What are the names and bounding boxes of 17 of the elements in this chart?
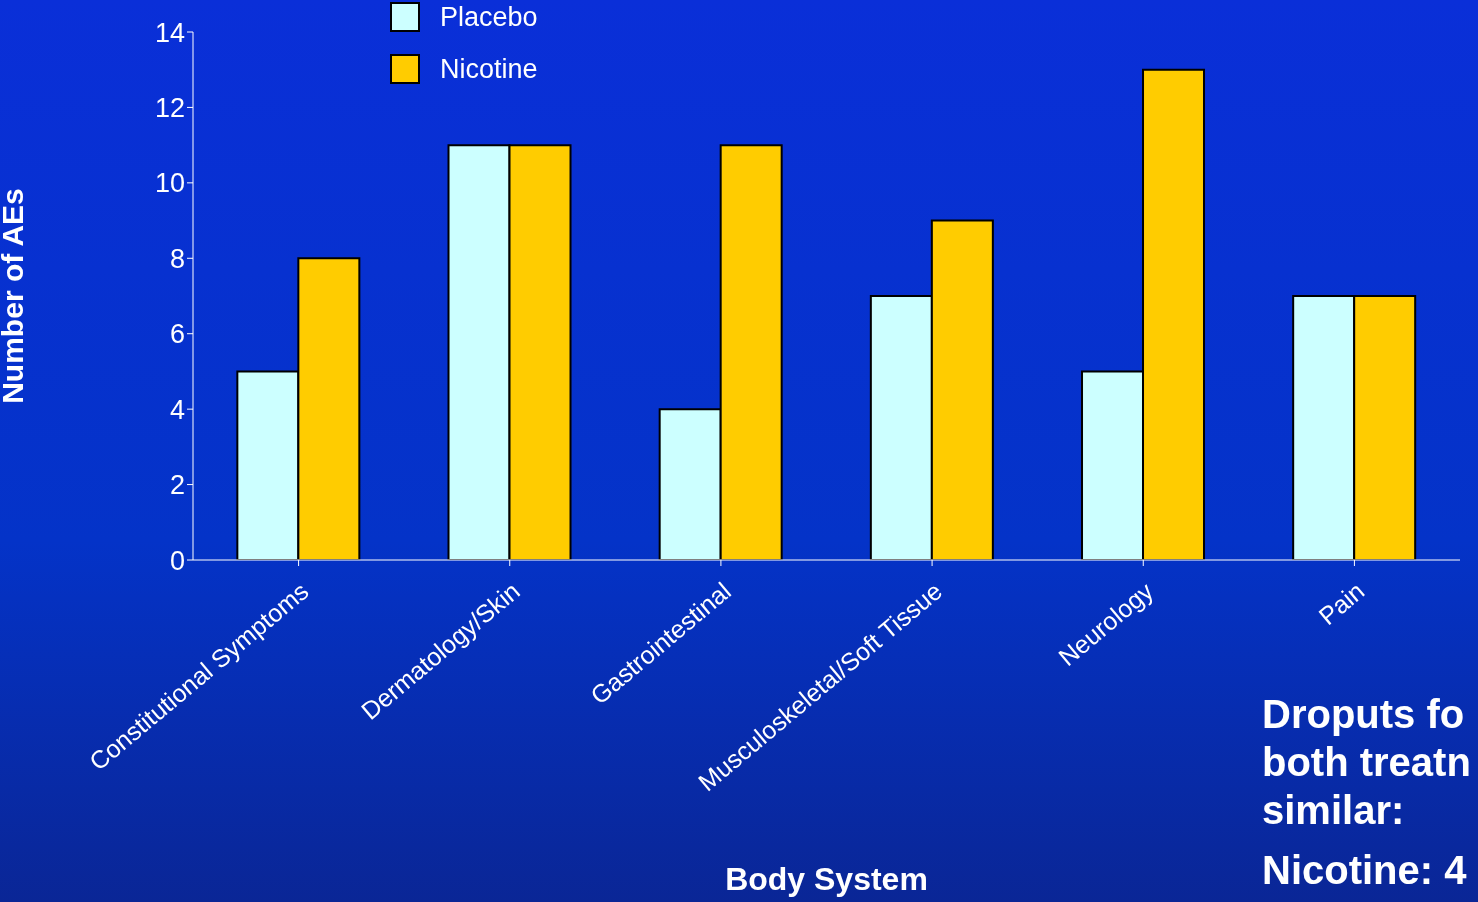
y-axis-title: Number of AEs (0, 188, 29, 404)
x-axis-title: Body System (725, 861, 928, 897)
text: similar: (1262, 787, 1406, 834)
legend-label: Nicotine (440, 54, 538, 84)
x-tick-label: Pain (1313, 576, 1370, 631)
y-tick-label: 12 (154, 93, 185, 124)
text: both treatn (1262, 739, 1471, 786)
y-tick-label: 0 (169, 545, 185, 576)
legend-label: Placebo (440, 2, 538, 32)
y-tick-label: 4 (169, 394, 185, 425)
text: Droputs fo (1262, 691, 1466, 738)
y-tick-label: 8 (169, 243, 185, 274)
y-tick-label: 14 (154, 17, 185, 48)
text: Nicotine: 4 (1262, 847, 1468, 894)
y-tick-label: 6 (169, 319, 185, 350)
y-tick-label: 10 (154, 168, 185, 199)
y-tick-label: 2 (169, 470, 185, 501)
